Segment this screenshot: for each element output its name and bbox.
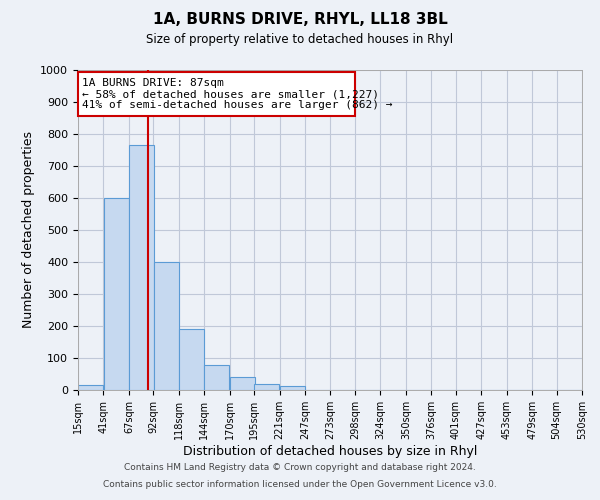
Bar [280,386,305,390]
Text: ← 58% of detached houses are smaller (1,227): ← 58% of detached houses are smaller (1,… [82,89,379,99]
Text: 1A, BURNS DRIVE, RHYL, LL18 3BL: 1A, BURNS DRIVE, RHYL, LL18 3BL [152,12,448,28]
Bar [230,377,255,390]
Bar [254,384,280,390]
Bar [179,329,204,390]
Bar [205,365,229,390]
Text: Size of property relative to detached houses in Rhyl: Size of property relative to detached ho… [146,32,454,46]
Y-axis label: Number of detached properties: Number of detached properties [22,132,35,328]
Text: 41% of semi-detached houses are larger (862) →: 41% of semi-detached houses are larger (… [82,100,392,110]
X-axis label: Distribution of detached houses by size in Rhyl: Distribution of detached houses by size … [183,444,477,458]
Bar [129,145,154,390]
Text: 1A BURNS DRIVE: 87sqm: 1A BURNS DRIVE: 87sqm [82,78,224,88]
Bar [104,198,128,390]
Text: Contains HM Land Registry data © Crown copyright and database right 2024.: Contains HM Land Registry data © Crown c… [124,464,476,472]
Text: Contains public sector information licensed under the Open Government Licence v3: Contains public sector information licen… [103,480,497,489]
FancyBboxPatch shape [78,72,355,117]
Bar [154,262,179,390]
Bar [78,385,103,390]
